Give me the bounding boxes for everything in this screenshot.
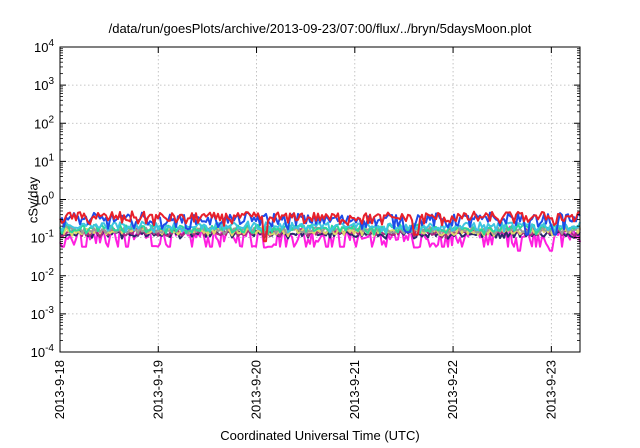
y-tick-label: 10-1 [31,229,55,246]
y-tick-label: 10-4 [31,343,55,360]
grid [60,47,580,352]
series-group [59,210,581,252]
x-tick-label: 2013-9-19 [150,360,165,419]
x-tick-label: 2013-9-18 [52,360,67,419]
y-tick-label: 101 [34,152,54,169]
x-tick-label: 2013-9-20 [249,360,264,419]
y-tick-label: 10-2 [31,267,55,284]
y-tick-label: 103 [34,76,54,93]
x-tick-label: 2013-9-23 [543,360,558,419]
y-tick-label: 102 [34,114,54,131]
y-tick-label: 10-3 [31,305,55,322]
axis-ticks [59,46,580,353]
series-line [59,210,581,243]
x-axis-label: Coordinated Universal Time (UTC) [220,428,420,443]
series-line [59,220,581,234]
tick-labels: 10-4 10-3 10-2 10-1 100 101 102 103 104 2013-9-18… [31,38,559,419]
x-tick-label: 2013-9-21 [347,360,362,419]
series-line [59,223,581,236]
y-tick-label: 100 [34,191,54,208]
chart-title: /data/run/goesPlots/archive/2013-09-23/0… [108,21,532,36]
y-tick-label: 104 [34,38,54,55]
x-tick-label: 2013-9-22 [445,360,460,419]
